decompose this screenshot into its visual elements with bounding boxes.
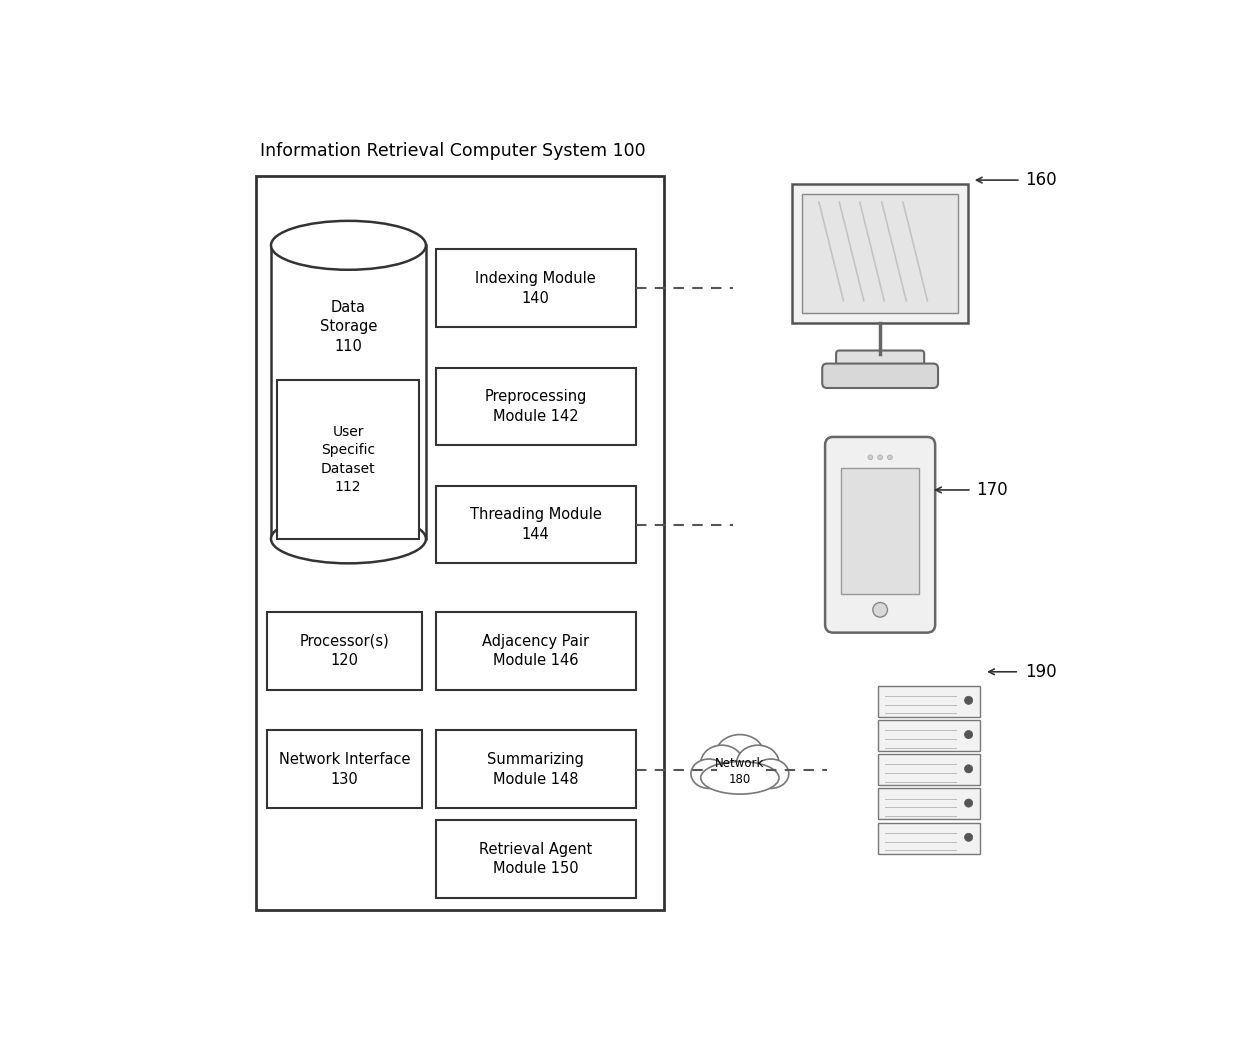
- Circle shape: [873, 603, 888, 617]
- Bar: [878, 685, 980, 717]
- Circle shape: [868, 455, 873, 460]
- Text: Data
Storage
110: Data Storage 110: [320, 300, 377, 354]
- Bar: [435, 820, 636, 898]
- FancyBboxPatch shape: [836, 351, 924, 374]
- Text: Information Retrieval Computer System 100: Information Retrieval Computer System 10…: [260, 142, 646, 160]
- Text: Summarizing
Module 148: Summarizing Module 148: [487, 752, 584, 787]
- Bar: [435, 612, 636, 689]
- Bar: [878, 823, 980, 854]
- Bar: [277, 380, 419, 539]
- Circle shape: [965, 798, 972, 807]
- Bar: [435, 486, 636, 563]
- Ellipse shape: [272, 515, 425, 563]
- Text: Processor(s)
120: Processor(s) 120: [300, 633, 389, 668]
- Circle shape: [965, 833, 972, 842]
- Ellipse shape: [737, 746, 779, 782]
- Bar: [435, 731, 636, 808]
- Bar: [267, 731, 422, 808]
- Bar: [878, 754, 980, 785]
- Text: Adjacency Pair
Module 146: Adjacency Pair Module 146: [482, 633, 589, 668]
- Bar: [802, 194, 959, 313]
- Text: Network
180: Network 180: [715, 757, 765, 786]
- Bar: [435, 367, 636, 445]
- Ellipse shape: [272, 221, 425, 270]
- FancyBboxPatch shape: [825, 437, 935, 632]
- Text: 190: 190: [1025, 663, 1056, 681]
- Circle shape: [888, 455, 893, 460]
- Circle shape: [878, 455, 883, 460]
- Bar: [257, 176, 665, 910]
- Text: Preprocessing
Module 142: Preprocessing Module 142: [485, 389, 587, 424]
- Bar: [842, 468, 919, 593]
- Text: Indexing Module
140: Indexing Module 140: [475, 271, 596, 306]
- Ellipse shape: [753, 759, 789, 788]
- Ellipse shape: [701, 746, 743, 782]
- Bar: [435, 250, 636, 327]
- Ellipse shape: [715, 735, 764, 775]
- Text: 160: 160: [1025, 172, 1056, 190]
- Bar: [272, 246, 425, 539]
- Text: Retrieval Agent
Module 150: Retrieval Agent Module 150: [479, 842, 593, 877]
- Ellipse shape: [701, 761, 779, 794]
- Text: User
Specific
Dataset
112: User Specific Dataset 112: [321, 425, 376, 493]
- Text: Network Interface
130: Network Interface 130: [279, 752, 410, 787]
- Bar: [267, 612, 422, 689]
- Text: Threading Module
144: Threading Module 144: [470, 507, 601, 542]
- Ellipse shape: [691, 759, 727, 788]
- Bar: [878, 788, 980, 820]
- Circle shape: [965, 765, 972, 773]
- Bar: [878, 720, 980, 751]
- FancyBboxPatch shape: [822, 363, 937, 388]
- Circle shape: [965, 696, 972, 704]
- Text: 170: 170: [976, 481, 1008, 499]
- Bar: [792, 184, 967, 323]
- Circle shape: [965, 731, 972, 739]
